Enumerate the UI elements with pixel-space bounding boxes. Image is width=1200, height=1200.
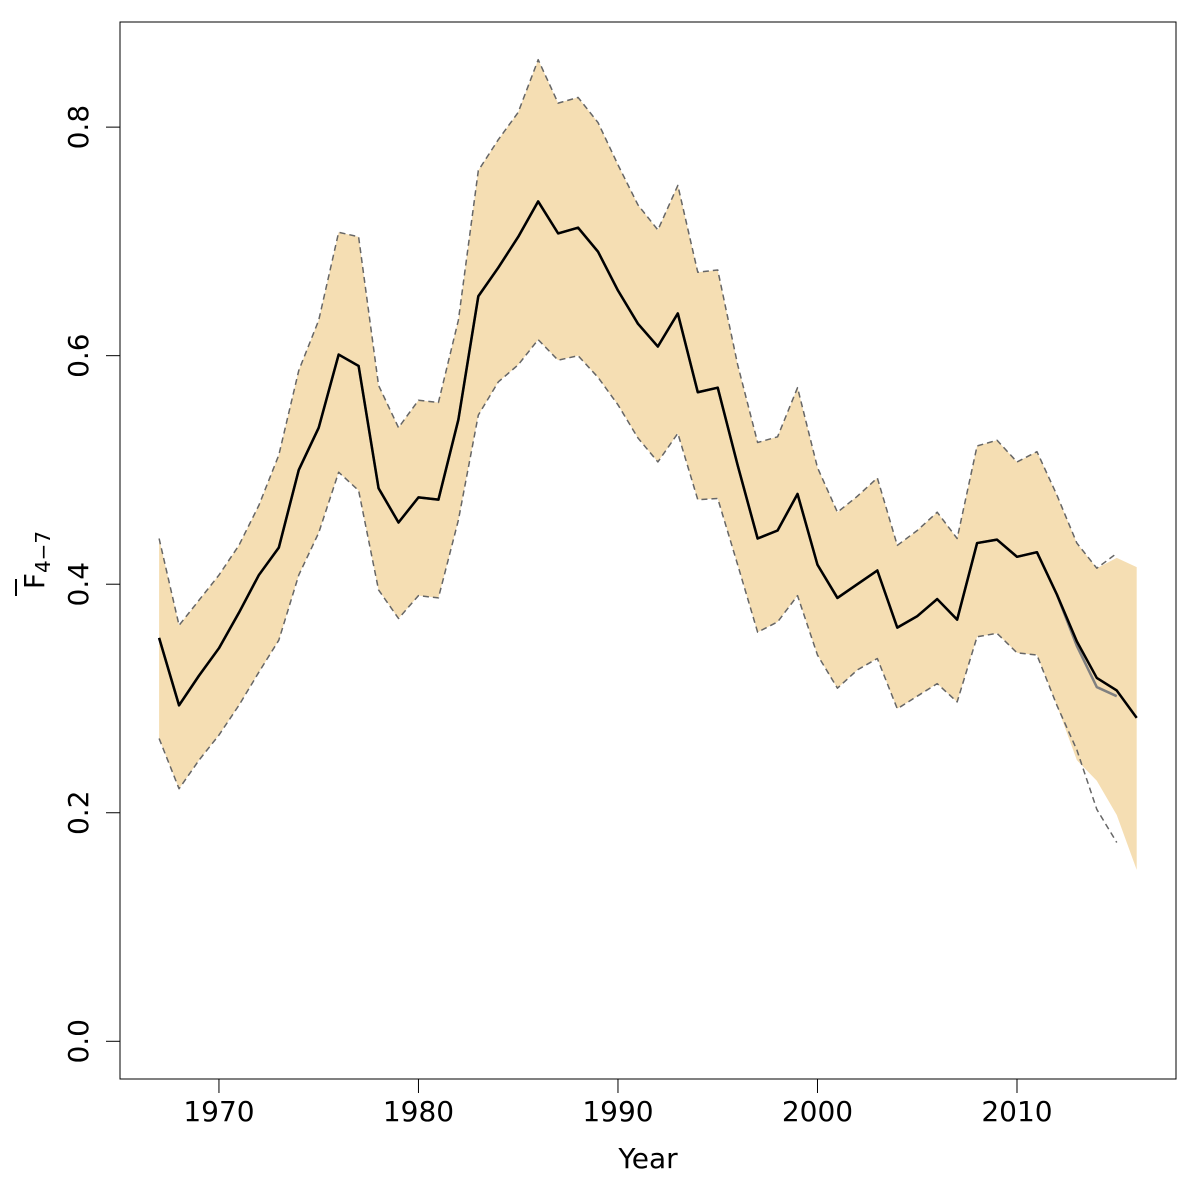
y-tick-label: 0.2 xyxy=(62,790,95,835)
y-tick-label: 0.4 xyxy=(62,562,95,607)
x-tick-label: 1970 xyxy=(183,1095,254,1128)
x-tick-label: 2010 xyxy=(981,1095,1052,1128)
y-axis-label-main: F xyxy=(18,573,51,589)
bound-line xyxy=(158,338,1118,843)
y-tick-label: 0.6 xyxy=(62,333,95,378)
x-tick-label: 1980 xyxy=(383,1095,454,1128)
y-axis-label: F4−7 xyxy=(18,531,55,589)
y-axis-label-group: F4−7 xyxy=(15,531,55,596)
bound-line xyxy=(158,58,1118,627)
confidence-band xyxy=(159,59,1137,870)
x-tick-label: 1990 xyxy=(582,1095,653,1128)
x-axis-label: Year xyxy=(617,1142,678,1175)
y-tick-label: 0.0 xyxy=(62,1019,95,1064)
estimate-line xyxy=(157,200,1138,719)
y-tick-label: 0.8 xyxy=(62,105,95,150)
y-axis-label-subscript: 4−7 xyxy=(31,531,55,573)
plot-box xyxy=(119,21,1177,1080)
x-tick-label: 2000 xyxy=(782,1095,853,1128)
